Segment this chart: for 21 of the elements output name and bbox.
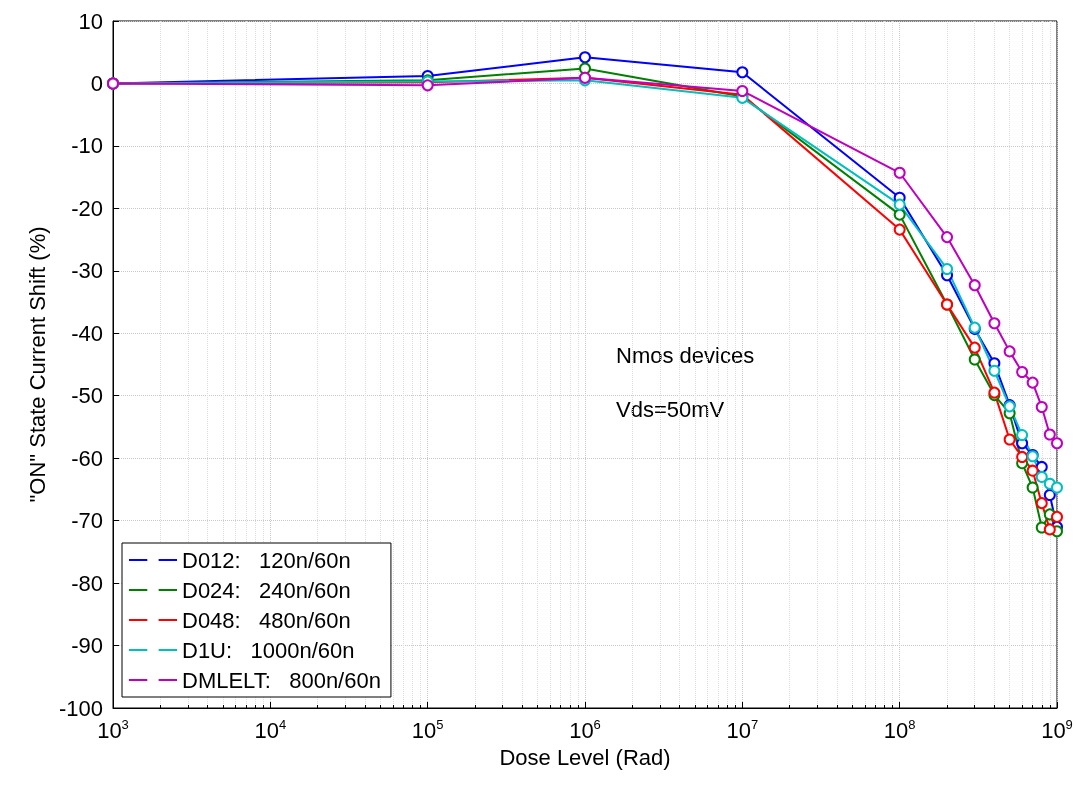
y-tick-label: -70 — [71, 508, 103, 534]
y-axis-title: "ON" State Current Shift (%) — [24, 226, 50, 503]
y-tick-label: -80 — [71, 570, 103, 596]
y-tick-label: -50 — [71, 383, 103, 409]
y-tick-label: -40 — [71, 320, 103, 346]
y-tick-label: -10 — [71, 133, 103, 159]
y-tick-label: 10 — [78, 8, 103, 34]
legend-label: D024: 240n/60n — [182, 577, 351, 603]
legend-label: D012: 120n/60n — [182, 547, 351, 573]
x-axis-title: Dose Level (Rad) — [499, 744, 671, 770]
annotation: Vds=50mV — [616, 396, 725, 422]
annotation: Nmos devices — [616, 342, 755, 368]
y-tick-label: -30 — [71, 258, 103, 284]
y-tick-label: -100 — [58, 695, 103, 721]
y-tick-label: 0 — [90, 70, 103, 96]
legend-label: DMLELT: 800n/60n — [182, 667, 381, 693]
y-tick-label: -90 — [71, 633, 103, 659]
legend-label: D048: 480n/60n — [182, 607, 351, 633]
legend-label: D1U: 1000n/60n — [182, 637, 355, 663]
y-tick-label: -60 — [71, 445, 103, 471]
y-tick-label: -20 — [71, 195, 103, 221]
